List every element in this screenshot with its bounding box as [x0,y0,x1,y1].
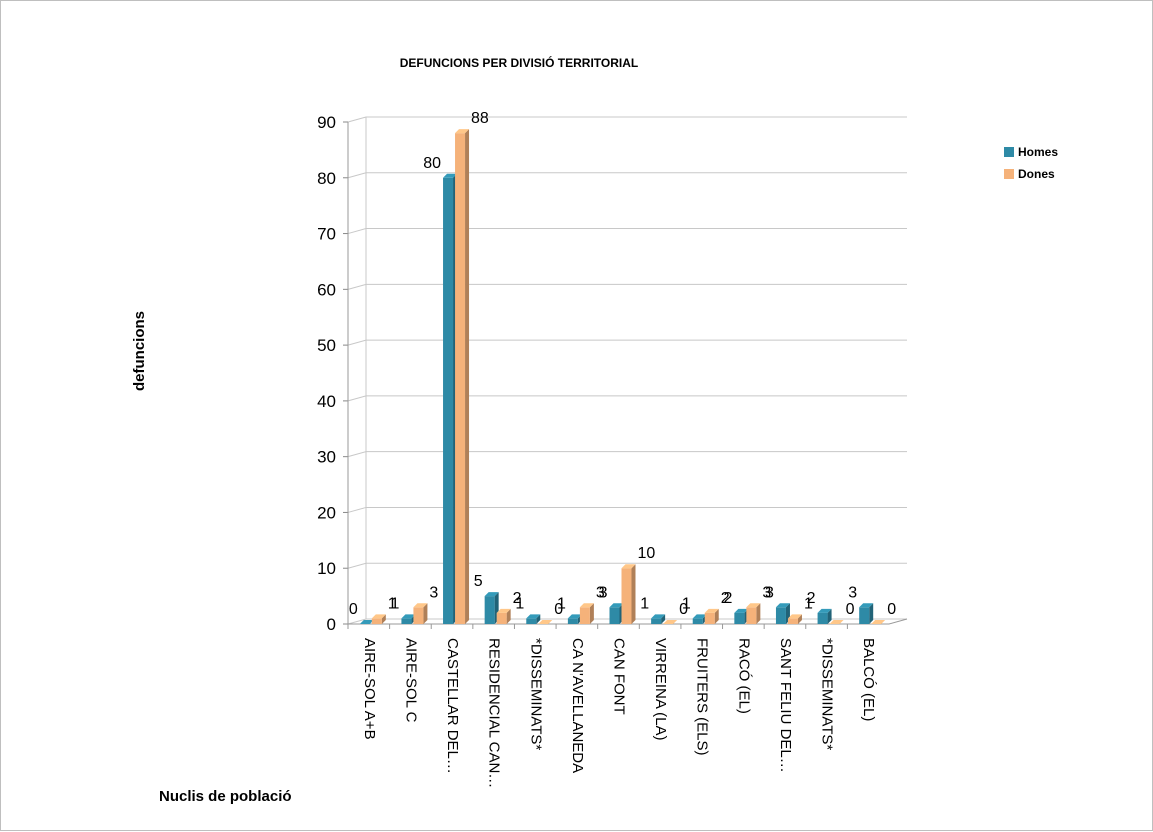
gridline [348,173,907,178]
x-tick-label: BALCÓ (EL) [860,638,877,721]
data-label: 5 [474,573,483,590]
legend: Homes Dones [1004,145,1058,181]
x-tick-label: AIRE-SOL C [402,638,419,723]
gridline [348,340,907,345]
y-tick-label: 90 [317,113,336,132]
data-label: 3 [765,584,774,601]
data-label: 88 [471,110,489,127]
y-tick-label: 50 [317,336,336,355]
data-label: 1 [515,595,524,612]
gridline [348,452,907,457]
data-label: 3 [429,584,438,601]
x-tick-label: RESIDENCIAL CAN… [486,638,503,788]
bar-dones [830,620,844,624]
x-tick-label: CASTELLAR DEL… [444,638,461,774]
bar-homes [568,614,582,624]
x-tick-label: FRUITERS (ELS) [694,638,711,756]
gridline [348,396,907,401]
data-label: 1 [640,595,649,612]
x-tick-label: *DISSEMINATS* [527,638,544,750]
data-label: 3 [848,584,857,601]
data-label: 10 [638,545,656,562]
data-label: 1 [682,595,691,612]
x-tick-label: *DISSEMINATS* [819,638,836,750]
data-label: 2 [807,590,816,607]
bar-dones [622,564,636,624]
x-axis-label: Nuclis de població [159,788,292,805]
bar-homes [776,603,790,624]
data-label: 2 [723,590,732,607]
bar-homes [734,609,748,624]
bar-dones [372,614,386,624]
data-label: 80 [423,155,441,172]
bar-homes [401,614,415,624]
bar-homes [610,603,624,624]
gridline [348,117,907,122]
data-label: 1 [557,595,566,612]
bar-homes [526,614,540,624]
legend-item-dones: Dones [1004,167,1055,181]
y-tick-label: 10 [317,559,336,578]
gridline [348,229,907,234]
y-tick-label: 70 [317,225,336,244]
bar-dones [663,620,677,624]
y-tick-label: 60 [317,280,336,299]
legend-label: Dones [1018,167,1055,181]
data-label: 0 [846,601,855,618]
x-tick-label: CA N'AVELLANEDA [569,638,586,773]
y-tick-label: 40 [317,392,336,411]
bar-homes [443,174,457,624]
chart-title: DEFUNCIONS PER DIVISIÓ TERRITORIAL [400,55,638,70]
bar-homes [859,603,873,624]
bar-dones [455,129,469,624]
y-tick-label: 30 [317,448,336,467]
gridline [348,507,907,512]
bar-dones [538,620,552,624]
y-tick-label: 80 [317,169,336,188]
bar-dones [705,609,719,624]
bar-dones [871,620,885,624]
bar-homes [693,614,707,624]
bar-dones [580,603,594,624]
data-label: 1 [391,595,400,612]
x-tick-label: SANT FELIU DEL… [777,638,794,773]
bar-dones [413,603,427,624]
legend-label: Homes [1018,145,1058,159]
bar-dones [497,609,511,624]
legend-swatch [1004,147,1014,157]
y-axis-label: defuncions [131,311,148,391]
x-tick-label: RACÓ (EL) [735,638,752,714]
bar-dones [788,614,802,624]
y-tick-label: 20 [317,503,336,522]
x-tick-label: VIRREINA (LA) [652,638,669,741]
bar-homes [651,614,665,624]
data-label: 0 [887,601,896,618]
bar-dones [746,603,760,624]
gridline [348,284,907,289]
legend-swatch [1004,169,1014,179]
legend-item-homes: Homes [1004,145,1058,159]
x-tick-label: AIRE-SOL A+B [361,638,378,740]
bar-homes [485,592,499,624]
data-label: 3 [599,584,608,601]
x-tick-label: CAN FONT [611,638,628,715]
bar-homes [818,609,832,624]
data-label: 0 [349,601,358,618]
y-tick-label: 0 [327,615,336,634]
